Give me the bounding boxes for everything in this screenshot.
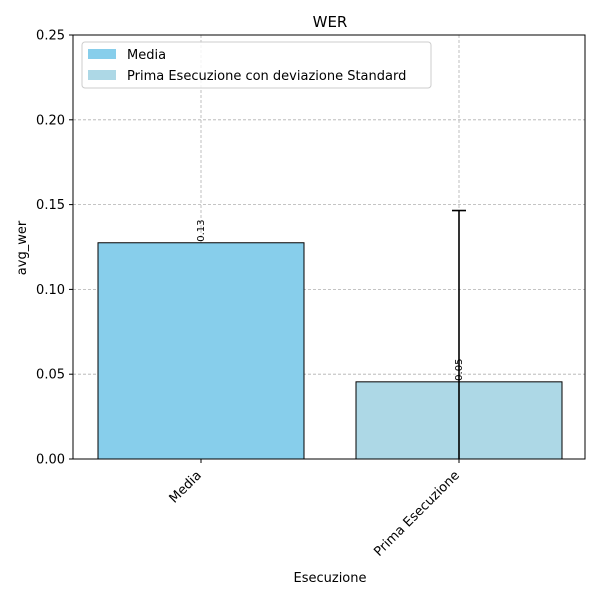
data-labels: 0.13 0.05 bbox=[196, 219, 465, 380]
chart-title: WER bbox=[313, 13, 348, 31]
y-axis-label: avg_wer bbox=[15, 220, 30, 275]
plot-frame bbox=[72, 34, 586, 460]
legend-swatch bbox=[88, 70, 116, 80]
y-tick-label: 0.05 bbox=[36, 368, 65, 383]
y-tick-label: 0.00 bbox=[36, 453, 65, 468]
bar-value-label: 0.13 bbox=[196, 219, 207, 241]
legend-label: Media bbox=[127, 48, 166, 63]
legend: Media Prima Esecuzione con deviazione Sta… bbox=[81, 41, 432, 89]
bar bbox=[97, 242, 305, 460]
error-bars bbox=[452, 209, 466, 459]
legend-label: Prima Esecuzione con deviazione Standard bbox=[127, 69, 406, 84]
y-tick-label: 0.20 bbox=[36, 113, 65, 128]
y-axis: 0.00 0.05 0.10 0.15 0.20 0.25 bbox=[36, 29, 73, 468]
x-axis-label: Esecuzione bbox=[294, 571, 367, 586]
bar-value-label: 0.05 bbox=[454, 359, 465, 381]
legend-swatch bbox=[88, 49, 116, 59]
legend-box bbox=[81, 41, 432, 89]
y-tick-label: 0.10 bbox=[36, 283, 65, 298]
y-tick-label: 0.15 bbox=[36, 198, 65, 213]
y-tick-label: 0.25 bbox=[36, 29, 65, 44]
